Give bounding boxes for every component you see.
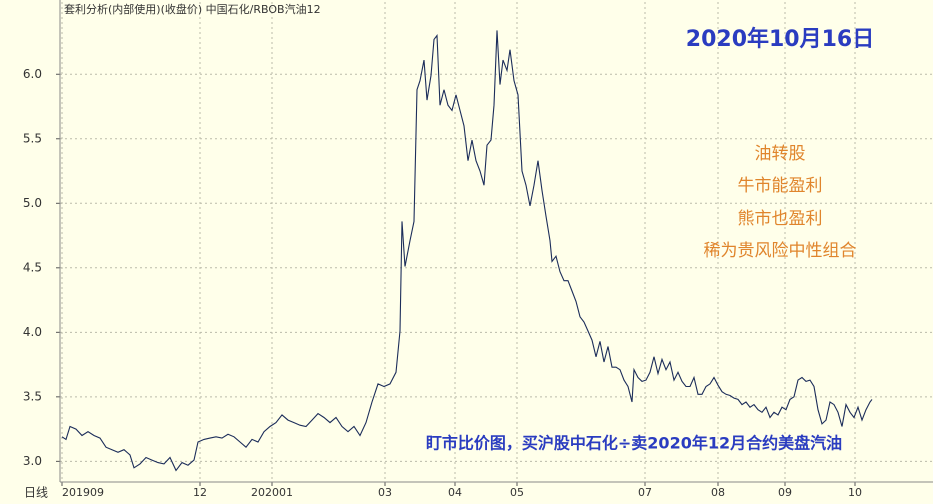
x-tick-label: 10 — [848, 486, 862, 499]
x-tick-label: 03 — [378, 486, 392, 499]
x-tick-label: 09 — [778, 486, 792, 499]
x-tick-label: 202001 — [251, 486, 293, 499]
note: 熊市也盈利 — [738, 209, 823, 229]
y-tick-label: 4.5 — [23, 260, 42, 274]
chart-title: 套利分析(内部使用)(收盘价) 中国石化/RBOB汽油12 — [64, 2, 321, 16]
x-tick-label: 07 — [638, 486, 652, 499]
period-label: 日线 — [24, 486, 48, 500]
x-tick-label: 12 — [193, 486, 207, 499]
data-line — [61, 30, 873, 472]
date-annotation: 2020年10月16日 — [686, 26, 874, 52]
x-tick-label: 04 — [448, 486, 462, 499]
note: 稀为贵风险中性组合 — [704, 241, 857, 261]
x-tick-label: 08 — [711, 486, 725, 499]
y-tick-label: 5.0 — [23, 196, 42, 210]
note: 油转股 — [755, 144, 806, 164]
y-tick-label: 4.0 — [23, 325, 42, 339]
y-tick-label: 5.5 — [23, 131, 42, 145]
y-tick-label: 3.0 — [23, 454, 42, 468]
x-tick-label: 201909 — [62, 486, 104, 499]
caption: 盯市比价图，买沪股中石化÷卖2020年12月合约美盘汽油 — [426, 434, 842, 453]
x-tick-label: 05 — [510, 486, 524, 499]
y-tick-label: 3.5 — [23, 389, 42, 403]
note: 牛市能盈利 — [738, 176, 823, 196]
y-tick-label: 6.0 — [23, 67, 42, 81]
